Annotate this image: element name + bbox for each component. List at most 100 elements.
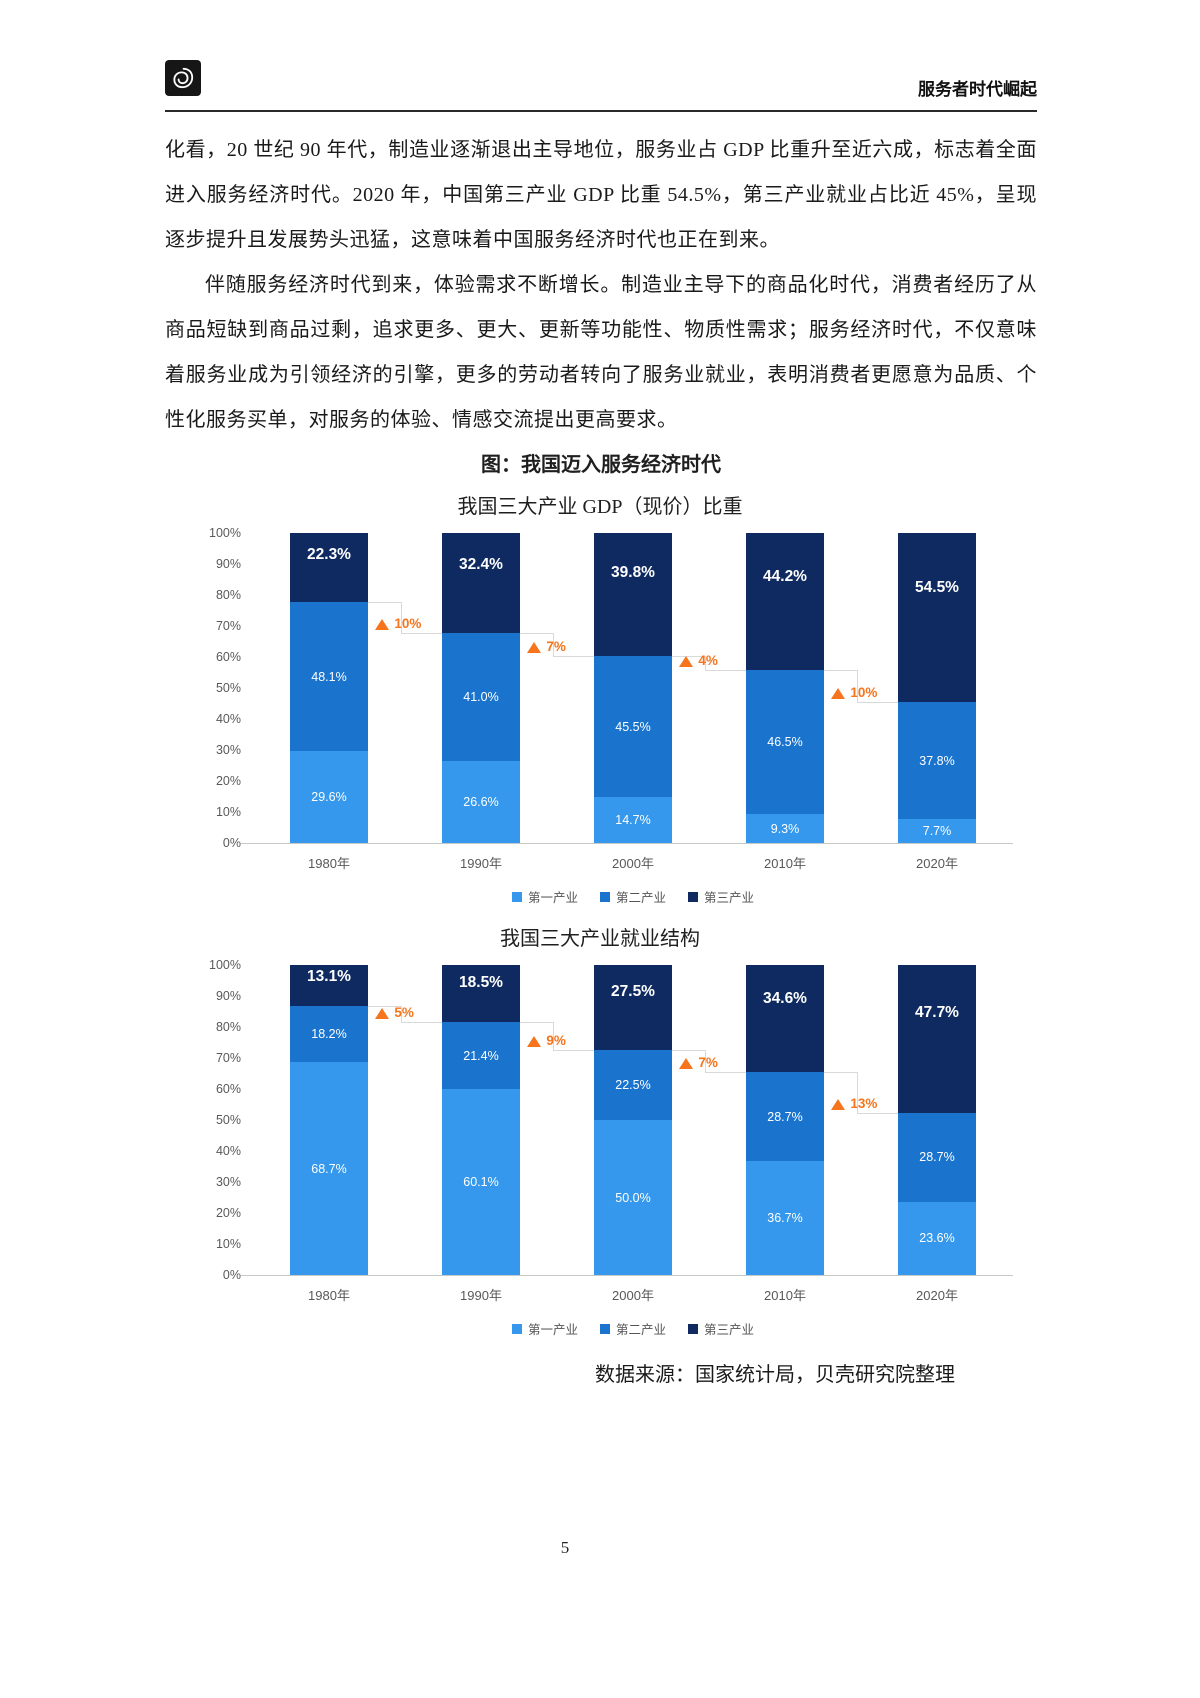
x-axis-category-label: 2020年 [916, 856, 958, 871]
y-axis-tick-label: 60% [215, 1082, 241, 1096]
segment-value-label: 41.0% [463, 689, 499, 704]
step-connector [553, 633, 555, 657]
segment-value-label: 54.5% [915, 578, 959, 596]
paragraph: 伴随服务经济时代到来，体验需求不断增长。制造业主导下的商品化时代，消费者经历了从… [165, 274, 1037, 431]
y-axis-tick-label: 0% [222, 1268, 241, 1282]
bar-segment-series2-cat0: 48.1% [290, 602, 368, 752]
segment-value-label: 9.3% [770, 821, 800, 836]
y-axis-tick-label: 0% [222, 836, 241, 850]
segment-value-label: 27.5% [611, 983, 655, 1001]
bar-segment-series1-cat2: 14.7% [594, 797, 672, 843]
chart-legend: 第一产业 第二产业 第三产业 [253, 887, 1013, 906]
step-connector [401, 1022, 442, 1024]
legend-swatch-icon [688, 891, 698, 902]
bar-segment-series3-cat2: 27.5% [594, 965, 672, 1051]
bar-segment-series2-cat1: 41.0% [442, 633, 520, 761]
bar-segment-series3-cat0: 13.1% [290, 965, 368, 1006]
legend-swatch-icon [688, 1323, 698, 1334]
segment-value-label: 45.5% [615, 719, 651, 734]
x-axis-category-label: 2000年 [612, 1288, 654, 1303]
step-connector [672, 1050, 706, 1052]
x-axis-category-label: 1990年 [460, 856, 502, 871]
y-axis-tick-label: 20% [215, 774, 241, 788]
y-axis-tick-label: 50% [215, 681, 241, 695]
x-axis-category-label: 2000年 [612, 856, 654, 871]
increase-annotation: 7% [527, 637, 566, 654]
bar-segment-series2-cat2: 45.5% [594, 656, 672, 798]
bar-segment-series2-cat3: 46.5% [746, 670, 824, 815]
legend-label: 第三产业 [704, 891, 755, 905]
y-axis-tick-label: 50% [215, 1113, 241, 1127]
y-axis-tick-label: 10% [215, 1237, 241, 1251]
segment-value-label: 47.7% [915, 1003, 959, 1021]
triangle-up-icon [679, 656, 694, 668]
legend-swatch-icon [511, 1323, 522, 1334]
step-connector [401, 602, 403, 634]
legend-item: 第三产业 [688, 887, 754, 906]
step-connector [824, 670, 858, 672]
segment-value-label: 26.6% [463, 794, 499, 809]
y-axis-tick-label: 60% [215, 650, 241, 664]
bar-segment-series1-cat3: 9.3% [746, 814, 824, 843]
legend-label: 第三产业 [704, 1323, 755, 1337]
x-axis-category-label: 2020年 [916, 1288, 958, 1303]
bar-segment-series2-cat4: 28.7% [898, 1112, 976, 1202]
y-axis-tick-label: 90% [215, 989, 241, 1003]
y-axis-tick-label: 100% [209, 958, 241, 972]
increase-value-label: 5% [394, 1005, 414, 1021]
employment-structure-chart: 我国三大产业就业结构 0% 10% 20% 30% 40% 50% 60% 70% 80% 90%… [183, 922, 1017, 1347]
segment-value-label: 39.8% [611, 563, 655, 581]
x-axis-line [241, 1275, 1013, 1276]
x-axis-category-label: 2010年 [764, 1288, 806, 1303]
legend-label: 第二产业 [615, 1323, 666, 1337]
x-axis-category-label: 1990年 [460, 1288, 502, 1303]
bar-segment-series1-cat4: 23.6% [898, 1201, 976, 1275]
segment-value-label: 50.0% [615, 1190, 651, 1205]
bar-segment-series3-cat4: 54.5% [898, 533, 976, 702]
chart-plot-area: 0% 10% 20% 30% 40% 50% 60% 70% 80% 90% 100% 68.7% 60… [183, 958, 1017, 1347]
bar-segment-series3-cat3: 34.6% [746, 965, 824, 1073]
increase-annotation: 13% [831, 1094, 877, 1111]
triangle-up-icon [375, 619, 390, 631]
step-connector [705, 670, 746, 672]
step-connector [553, 1050, 594, 1052]
increase-annotation: 10% [375, 614, 421, 631]
step-connector [857, 1112, 898, 1114]
gdp-share-chart: 我国三大产业 GDP（现价）比重 0% 10% 20% 30% 40% 50% 60% 70%… [183, 490, 1017, 915]
segment-value-label: 68.7% [311, 1161, 347, 1176]
bar-segment-series1-cat0: 68.7% [290, 1062, 368, 1275]
x-axis-line [241, 843, 1013, 844]
y-axis-tick-label: 80% [215, 1020, 241, 1034]
legend-swatch-icon [511, 891, 522, 902]
segment-value-label: 46.5% [767, 735, 803, 750]
body-text: 化看，20 世纪 90 年代，制造业逐渐退出主导地位，服务业占 GDP 比重升至… [165, 128, 1037, 443]
shell-spiral-icon [173, 67, 194, 89]
chart-title: 我国三大产业就业结构 [500, 928, 700, 950]
y-axis-tick-label: 30% [215, 1175, 241, 1189]
triangle-up-icon [527, 642, 542, 654]
segment-value-label: 32.4% [459, 556, 503, 574]
increase-value-label: 10% [394, 616, 422, 632]
increase-annotation: 7% [679, 1053, 718, 1070]
step-connector [705, 656, 707, 670]
bar-segment-series2-cat0: 18.2% [290, 1005, 368, 1063]
figure-caption: 图：我国迈入服务经济时代 [481, 454, 721, 476]
page-header: 服务者时代崛起 [165, 58, 1037, 104]
segment-value-label: 22.3% [307, 545, 351, 563]
page-number: 5 [560, 1538, 570, 1557]
step-connector [520, 633, 554, 635]
increase-value-label: 7% [546, 639, 566, 655]
x-axis-category-label: 1980年 [308, 856, 350, 871]
segment-value-label: 23.6% [919, 1231, 955, 1246]
legend-swatch-icon [599, 891, 610, 902]
bar-segment-series3-cat3: 44.2% [746, 533, 824, 671]
segment-value-label: 18.5% [459, 973, 503, 991]
x-axis-category-label: 2010年 [764, 856, 806, 871]
triangle-up-icon [375, 1008, 390, 1020]
chart-legend: 第一产业 第二产业 第三产业 [253, 1319, 1013, 1338]
step-connector [368, 1005, 402, 1007]
step-connector [553, 1022, 555, 1051]
bar-segment-series3-cat1: 32.4% [442, 533, 520, 634]
step-connector [857, 670, 859, 702]
chart-title: 我国三大产业 GDP（现价）比重 [457, 496, 743, 518]
